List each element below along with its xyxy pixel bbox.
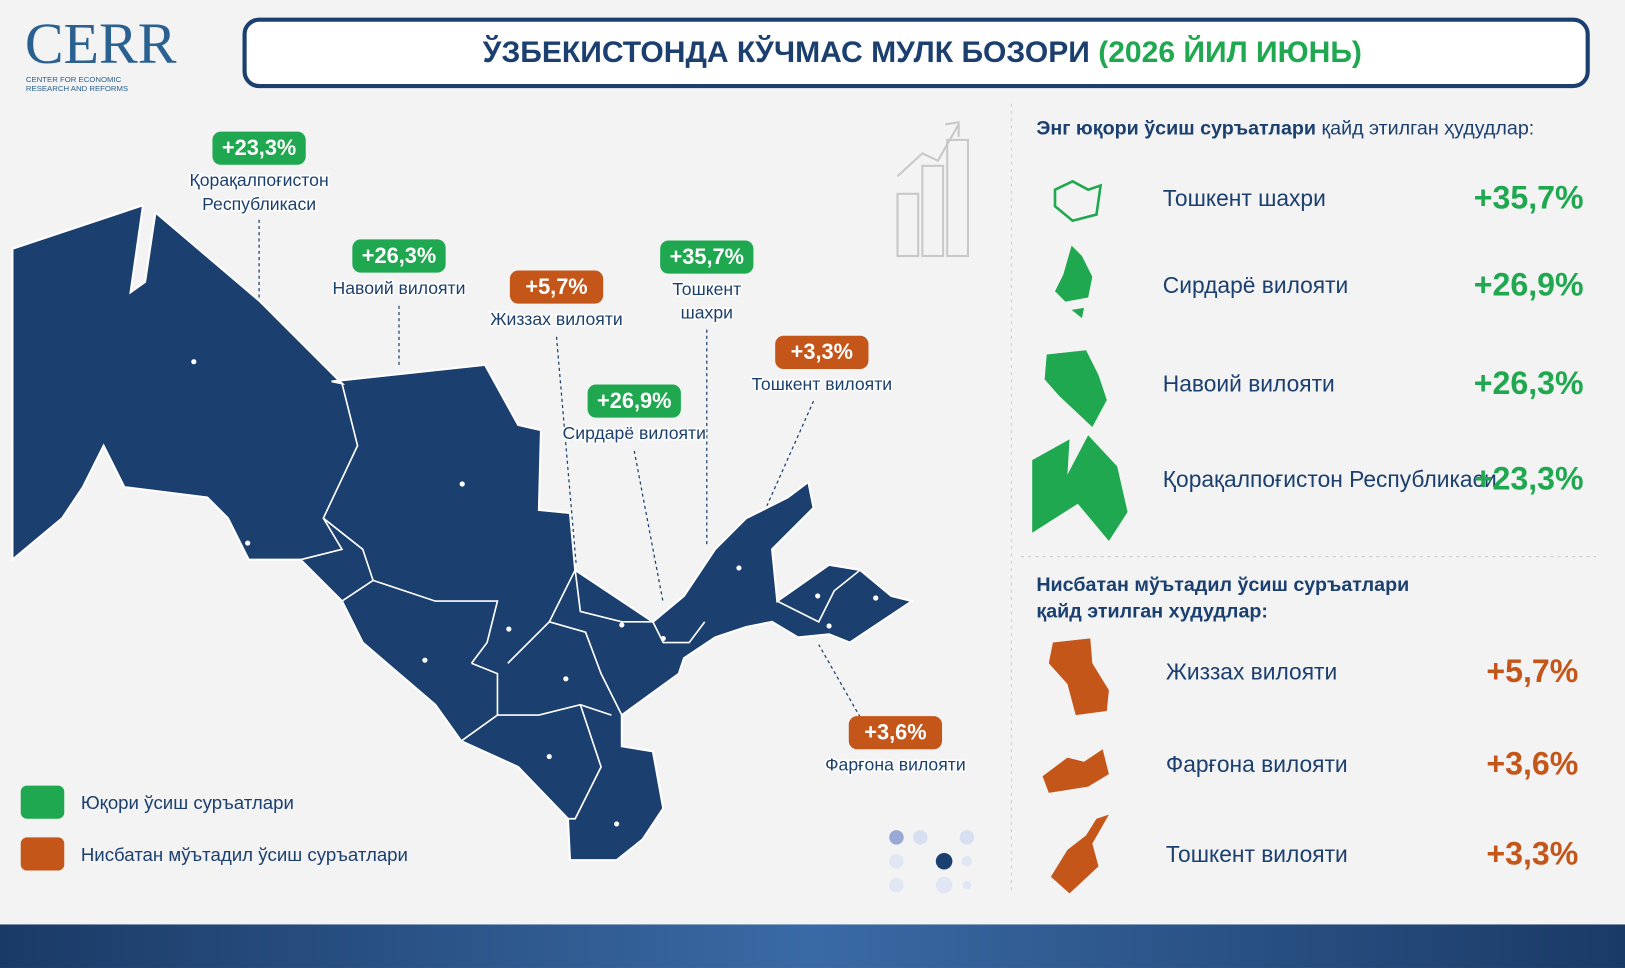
value-badge — [352, 239, 446, 273]
value-label: +26,3% — [362, 243, 436, 268]
header-title: ЎЗБЕКИСТОНДА КЎЧМАС МУЛК БОЗОРИ (2026 ЙИ… — [482, 35, 1362, 69]
footer-bar — [0, 924, 1625, 968]
region-icon — [1042, 749, 1109, 793]
region-value: +35,7% — [1474, 180, 1584, 216]
map — [11, 203, 915, 862]
value-label: +23,3% — [222, 135, 296, 160]
region-value: +26,9% — [1474, 267, 1584, 303]
value-label: +5,7% — [525, 274, 587, 299]
region-name: Тошкент вилояти — [752, 374, 893, 394]
region-value: +3,3% — [1486, 836, 1578, 872]
region-name: Сирдарё вилояти — [563, 423, 706, 443]
value-label: +35,7% — [670, 244, 744, 269]
region-dots — [191, 359, 879, 827]
region-name: Сирдарё вилояти — [1163, 272, 1348, 298]
leader-line — [555, 336, 577, 565]
value-badge — [212, 131, 306, 165]
value-label: +3,6% — [864, 720, 926, 745]
region-icon — [1055, 245, 1093, 319]
region-name: Навоий вилояти — [1163, 371, 1335, 397]
region-borders — [300, 383, 861, 820]
value-badge — [587, 384, 681, 418]
leader-line — [633, 450, 664, 604]
header-box — [242, 17, 1590, 89]
logo-name: CERR — [25, 11, 177, 76]
region-name: Жиззах вилояти — [1166, 659, 1337, 685]
region-name: Тошкент шахри — [1163, 185, 1326, 211]
region-icon — [1032, 435, 1128, 541]
region-name: шахри — [681, 303, 733, 323]
legend-swatch — [20, 837, 65, 871]
region-name: Тошкент — [672, 279, 741, 299]
region-icon — [1044, 350, 1107, 428]
region-name: Фарғона вилояти — [825, 755, 966, 775]
panel-heading: Нисбатан мўътадил ўсиш суръатлари — [1036, 574, 1409, 596]
region-icon — [1053, 179, 1103, 223]
panel-heading: қайд этилган худудлар: — [1036, 601, 1268, 623]
legend-label: Юқори ўсиш суръатлари — [81, 792, 294, 813]
region-name: Республикаси — [202, 194, 316, 214]
value-label: +3,3% — [791, 339, 853, 364]
decorative-dots — [889, 830, 975, 894]
leader-line — [818, 644, 861, 718]
panel-heading: Энг юқори ўсиш суръатлари қайд этилган ҳ… — [1036, 118, 1534, 140]
region-value: +5,7% — [1486, 653, 1578, 689]
value-label: +26,9% — [597, 388, 671, 413]
leader-line — [766, 400, 815, 507]
region-name: Тошкент вилояти — [1166, 841, 1348, 867]
region-icon — [1050, 814, 1109, 894]
region-name: Қорақалпоғистон Республикаси — [1163, 466, 1497, 492]
region-icon — [1048, 638, 1109, 716]
value-badge — [509, 270, 604, 304]
region-name: Навоий вилояти — [333, 278, 466, 298]
chart-icon — [896, 121, 969, 258]
value-badge — [660, 240, 754, 274]
country-shape — [11, 203, 915, 862]
legend-label: Нисбатан мўътадил ўсиш суръатлари — [81, 844, 408, 865]
legend-swatch — [20, 785, 65, 819]
logo-subtitle: RESEARCH AND REFORMS — [26, 84, 128, 93]
value-badge — [775, 335, 869, 369]
region-value: +3,6% — [1486, 745, 1578, 781]
logo-subtitle: CENTER FOR ECONOMIC — [26, 75, 122, 84]
region-name: Жиззах вилояти — [490, 309, 622, 329]
region-name: Қорақалпоғистон — [189, 170, 328, 190]
value-badge — [848, 716, 943, 750]
region-value: +26,3% — [1474, 365, 1584, 401]
region-value: +23,3% — [1474, 460, 1584, 496]
region-name: Фарғона вилояти — [1166, 751, 1348, 777]
